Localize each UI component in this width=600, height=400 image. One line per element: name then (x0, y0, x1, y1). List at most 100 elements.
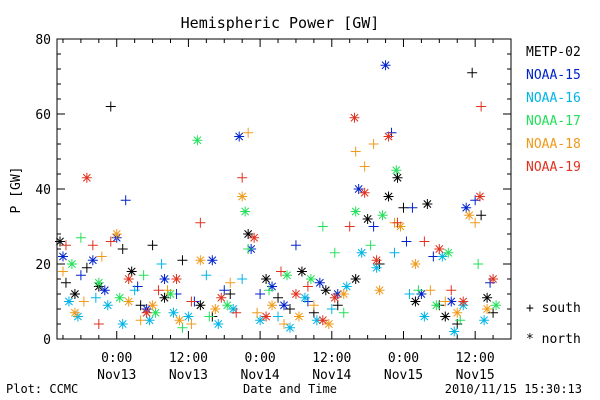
point-metp-02-north (410, 296, 421, 307)
point-metp-02-north (362, 214, 373, 224)
point-noaa-17-north (93, 277, 104, 288)
legend-entry-noaa-18: NOAA-18 (526, 137, 581, 152)
point-metp-02-north (422, 199, 433, 209)
x-tick-date-label: Nov15 (384, 368, 423, 383)
point-noaa-16-north (255, 315, 266, 326)
point-noaa-18-south (308, 300, 319, 311)
y-tick-label: 60 (35, 108, 51, 123)
point-metp-02-south (225, 289, 236, 299)
point-noaa-17-north (350, 206, 361, 217)
point-noaa-19-south (231, 307, 242, 318)
point-noaa-19-north (371, 255, 382, 266)
legend-entry-noaa-19: NOAA-19 (526, 160, 581, 175)
point-noaa-16-north (371, 262, 382, 273)
point-metp-02-north (482, 292, 493, 303)
point-noaa-18-north (338, 289, 349, 299)
point-noaa-16-south (237, 274, 248, 284)
point-noaa-19-north (216, 292, 227, 303)
point-noaa-17-south (138, 270, 149, 281)
point-noaa-15-south (219, 285, 230, 296)
point-noaa-18-north (210, 304, 221, 314)
point-noaa-17-north (240, 206, 251, 217)
point-noaa-16-north (479, 315, 490, 326)
point-noaa-17-south (317, 221, 328, 232)
point-noaa-17-south (455, 315, 466, 326)
legend-entry-metp-02: METP-02 (526, 45, 581, 60)
point-noaa-18-north (147, 300, 158, 311)
point-noaa-18-south (368, 139, 379, 149)
point-metp-02-north (296, 266, 307, 277)
point-noaa-15-south (368, 221, 379, 232)
footer-timestamp: 2010/11/15 15:30:13 (445, 382, 582, 396)
point-noaa-17-south (329, 247, 340, 258)
point-noaa-19-north (458, 296, 469, 307)
point-noaa-17-south (473, 259, 484, 269)
point-noaa-15-south (75, 270, 86, 281)
point-noaa-19-south (476, 101, 487, 112)
point-noaa-19-north (249, 232, 260, 243)
point-noaa-19-north (329, 292, 340, 303)
point-metp-02-north (261, 274, 272, 284)
point-noaa-18-south (162, 285, 173, 296)
x-tick-date-label: Nov13 (169, 368, 208, 383)
point-metp-02-south (105, 101, 116, 112)
point-noaa-19-south (237, 172, 248, 183)
point-metp-02-north (195, 300, 206, 311)
point-noaa-19-south (153, 285, 164, 296)
point-noaa-18-south (78, 296, 89, 307)
point-noaa-19-south (93, 319, 104, 329)
point-noaa-16-south (389, 247, 400, 258)
point-metp-02-south (117, 244, 128, 254)
x-tick-time-label: 0:00 (244, 351, 275, 366)
point-metp-02-south (135, 300, 146, 311)
y-axis-label: P [GW] (9, 167, 24, 214)
point-noaa-19-south (419, 236, 430, 247)
y-tick-label: 80 (35, 33, 51, 48)
point-noaa-18-north (195, 255, 206, 266)
point-noaa-17-north (222, 300, 233, 311)
point-noaa-18-north (111, 229, 122, 239)
point-metp-02-north (392, 172, 403, 183)
point-metp-02-south (273, 292, 284, 303)
point-noaa-18-north (410, 259, 421, 269)
point-noaa-16-south (273, 311, 284, 322)
point-metp-02-south (332, 300, 343, 311)
point-noaa-19-south (105, 236, 116, 247)
north-marker-symbol: * (526, 332, 542, 347)
point-noaa-19-north (317, 315, 328, 326)
chart-title: Hemispheric Power [GW] (181, 14, 380, 32)
point-noaa-15-north (279, 300, 289, 311)
point-metp-02-south (284, 304, 295, 314)
point-noaa-19-south (186, 296, 197, 307)
point-noaa-17-north (66, 259, 77, 269)
point-noaa-16-north (419, 311, 430, 322)
x-tick-time-label: 0:00 (101, 351, 132, 366)
point-noaa-17-north (391, 165, 402, 176)
point-noaa-16-south (201, 270, 212, 281)
point-noaa-18-south (57, 266, 68, 277)
point-noaa-19-south (195, 217, 206, 228)
point-noaa-18-north (464, 210, 475, 221)
point-metp-02-north (69, 289, 80, 299)
point-noaa-19-south (87, 240, 98, 251)
point-metp-02-south (147, 240, 158, 251)
y-tick-label: 0 (43, 333, 51, 348)
point-noaa-18-south (425, 285, 436, 296)
x-tick-time-label: 12:00 (169, 351, 208, 366)
x-tick-date-label: Nov14 (312, 368, 351, 383)
point-noaa-19-north (123, 274, 134, 284)
point-noaa-19-south (446, 285, 457, 296)
point-noaa-17-north (443, 247, 454, 258)
point-metp-02-north (243, 229, 254, 239)
point-noaa-18-south (135, 315, 146, 326)
point-noaa-16-north (144, 315, 155, 326)
north-label: north (542, 332, 581, 347)
point-noaa-18-south (252, 307, 263, 318)
y-tick-label: 40 (35, 183, 51, 198)
point-noaa-15-south (120, 195, 131, 206)
point-noaa-18-south (225, 277, 236, 288)
point-noaa-15-south (290, 240, 301, 251)
point-noaa-19-north (141, 307, 152, 318)
point-noaa-16-north (117, 319, 128, 329)
